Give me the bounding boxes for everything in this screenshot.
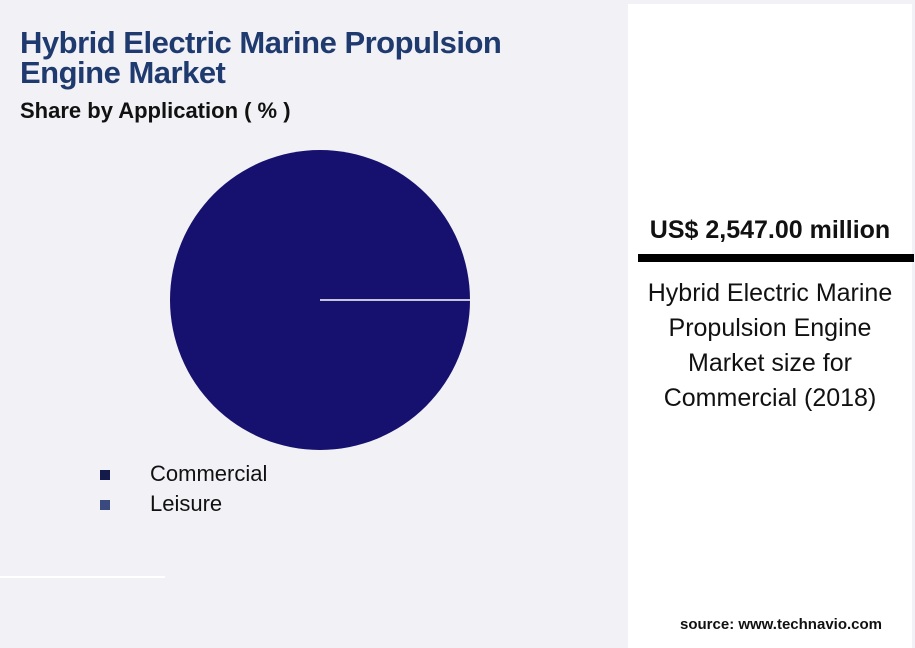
source: source: www.technavio.com [680,616,882,633]
legend-label: Commercial [150,461,267,486]
chart-title: Hybrid Electric Marine Propulsion Engine… [20,25,502,90]
legend-marker [100,470,110,480]
info-panel: US$ 2,547.00 million Hybrid Electric Mar… [628,4,914,648]
legend-marker [100,500,110,510]
market-description: Hybrid Electric Marine Propulsion Engine… [647,279,893,412]
chart-subtitle: Share by Application ( % ) [20,98,291,123]
legend-label: Leisure [150,491,222,516]
divider [638,254,914,262]
market-value: US$ 2,547.00 million [649,216,891,244]
chart: Commercial Leisure [100,150,470,516]
divider [0,576,165,578]
